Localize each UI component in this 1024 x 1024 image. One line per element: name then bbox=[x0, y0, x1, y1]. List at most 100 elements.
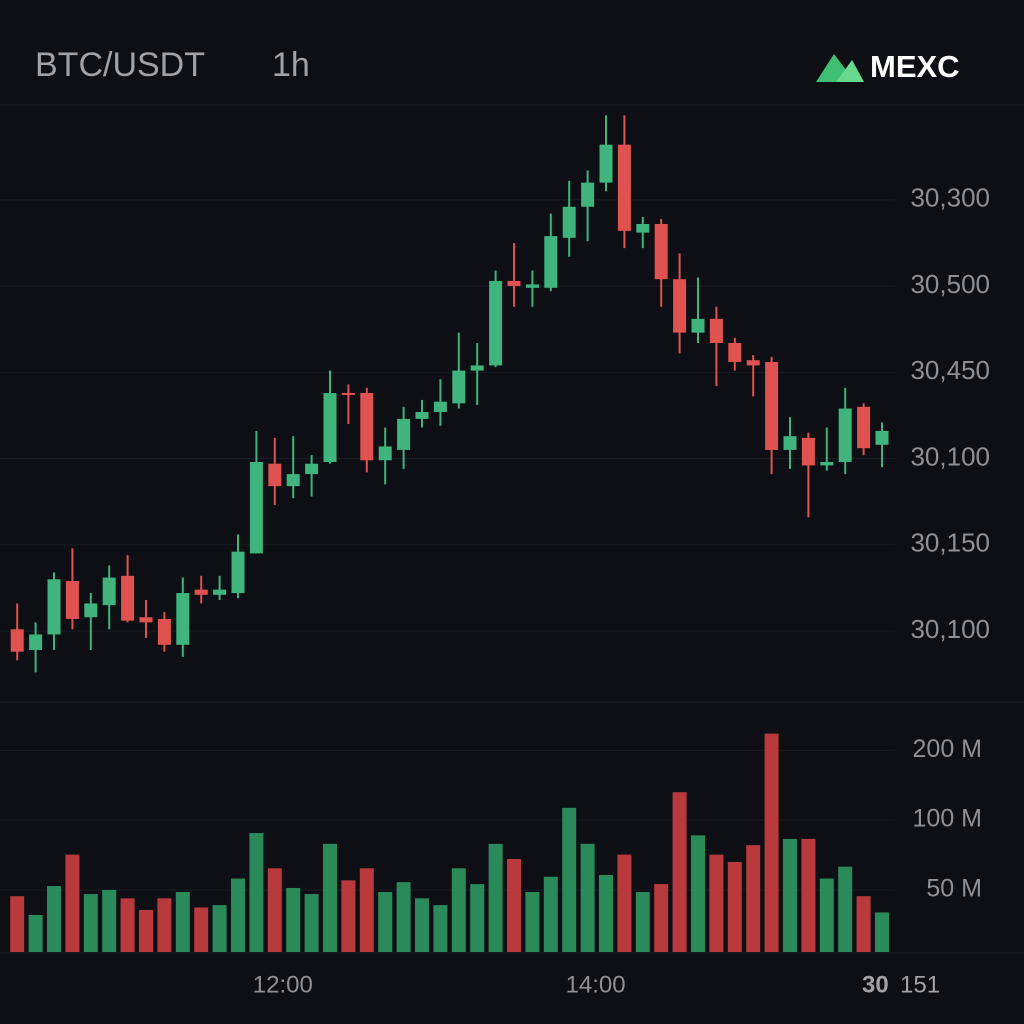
candle-body bbox=[305, 463, 319, 475]
volume-bar bbox=[286, 887, 301, 952]
candle-body bbox=[194, 589, 208, 595]
candle-body bbox=[783, 436, 797, 450]
volume-bar bbox=[451, 868, 466, 952]
volume-bar bbox=[47, 885, 61, 952]
volume-bar bbox=[175, 891, 190, 952]
y-tick-label: 30,300 bbox=[910, 183, 990, 213]
y-tick-label: 30,150 bbox=[910, 528, 990, 558]
volume-bar bbox=[65, 854, 80, 952]
candle-body bbox=[525, 284, 539, 288]
candle-body bbox=[820, 462, 834, 466]
brand-logo-accent bbox=[836, 60, 864, 82]
candle-body bbox=[470, 365, 484, 371]
candle-body bbox=[47, 579, 61, 635]
volume-bar bbox=[654, 884, 669, 952]
interval: 1h bbox=[272, 46, 310, 84]
candle-body bbox=[599, 144, 613, 183]
candle-body bbox=[709, 318, 723, 343]
candle-body bbox=[378, 446, 392, 461]
volume-bar bbox=[709, 854, 724, 952]
candle-body bbox=[176, 593, 190, 645]
volume-bar bbox=[543, 876, 558, 952]
x-tick-label: 14:00 bbox=[566, 971, 626, 998]
candle-body bbox=[433, 401, 447, 412]
corner-label: 30 bbox=[862, 971, 889, 998]
candle-body bbox=[84, 603, 98, 618]
candle-body bbox=[857, 406, 871, 449]
candle-body bbox=[728, 343, 742, 362]
volume-bar bbox=[507, 858, 521, 952]
y-tick-label: 30,100 bbox=[910, 614, 990, 644]
volume-bar bbox=[488, 843, 503, 952]
volume-bar bbox=[10, 896, 25, 952]
volume-bar bbox=[28, 914, 43, 952]
volume-bar bbox=[783, 838, 797, 952]
candle-body bbox=[323, 393, 337, 462]
corner-label: 151 bbox=[900, 971, 940, 998]
volume-bar bbox=[838, 866, 853, 952]
candle-body bbox=[360, 393, 374, 461]
candle-body bbox=[507, 280, 521, 287]
candle-body bbox=[249, 462, 263, 554]
volume-bar bbox=[378, 891, 393, 952]
candle-body bbox=[268, 463, 282, 487]
brand: MEXC bbox=[870, 49, 960, 84]
volume-bar bbox=[875, 912, 889, 952]
volume-bar bbox=[139, 909, 153, 952]
y-tick-label: 200 M bbox=[913, 735, 982, 763]
candle-body bbox=[636, 224, 650, 233]
candle-body bbox=[286, 474, 300, 487]
volume-bar bbox=[120, 898, 135, 952]
volume-bar bbox=[562, 807, 577, 952]
volume-bar bbox=[102, 889, 117, 952]
candle-body bbox=[415, 411, 429, 419]
volume-bar bbox=[764, 733, 779, 952]
candle-body bbox=[452, 370, 466, 404]
volume-bar bbox=[323, 843, 337, 952]
volume-bar bbox=[580, 843, 595, 952]
volume-bar bbox=[617, 854, 632, 952]
candle-body bbox=[746, 360, 760, 366]
volume-bar bbox=[856, 896, 871, 952]
volume-bar bbox=[525, 891, 540, 952]
volume-bar bbox=[819, 878, 834, 952]
y-tick-label: 100 M bbox=[913, 805, 982, 833]
candle-body bbox=[673, 279, 687, 333]
volume-bar bbox=[341, 880, 356, 952]
volume-bar bbox=[635, 891, 650, 952]
candle-body bbox=[617, 144, 631, 231]
volume-bar bbox=[599, 874, 613, 952]
y-tick-label: 30,500 bbox=[910, 269, 990, 299]
candle-body bbox=[121, 575, 135, 621]
candle-body bbox=[875, 430, 889, 445]
volume-bar bbox=[83, 894, 98, 952]
candle-body bbox=[139, 617, 153, 623]
candle-body bbox=[29, 634, 43, 650]
volume-bar bbox=[415, 898, 429, 952]
candle-body bbox=[65, 581, 79, 619]
y-tick-label: 30,450 bbox=[910, 355, 990, 385]
x-tick-label: 12:00 bbox=[253, 971, 313, 998]
candle-body bbox=[654, 224, 668, 280]
volume-bar bbox=[194, 907, 209, 952]
candle-body bbox=[691, 318, 705, 333]
y-tick-label: 30,100 bbox=[910, 441, 990, 471]
candle-body bbox=[341, 393, 355, 396]
candle-body bbox=[10, 629, 24, 652]
candle-body bbox=[801, 437, 815, 466]
volume-bar bbox=[746, 845, 761, 952]
volume-bar bbox=[396, 882, 411, 952]
y-tick-label: 50 M bbox=[926, 875, 982, 903]
volume-bar bbox=[212, 905, 227, 952]
candle-body bbox=[544, 236, 558, 288]
volume-bar bbox=[470, 884, 485, 952]
candle-body bbox=[489, 280, 503, 366]
volume-bar bbox=[691, 835, 705, 952]
volume-bar bbox=[249, 833, 264, 952]
candle-body bbox=[581, 182, 595, 207]
volume-bar bbox=[157, 898, 172, 952]
volume-bar bbox=[672, 792, 687, 952]
candle-body bbox=[838, 408, 852, 462]
